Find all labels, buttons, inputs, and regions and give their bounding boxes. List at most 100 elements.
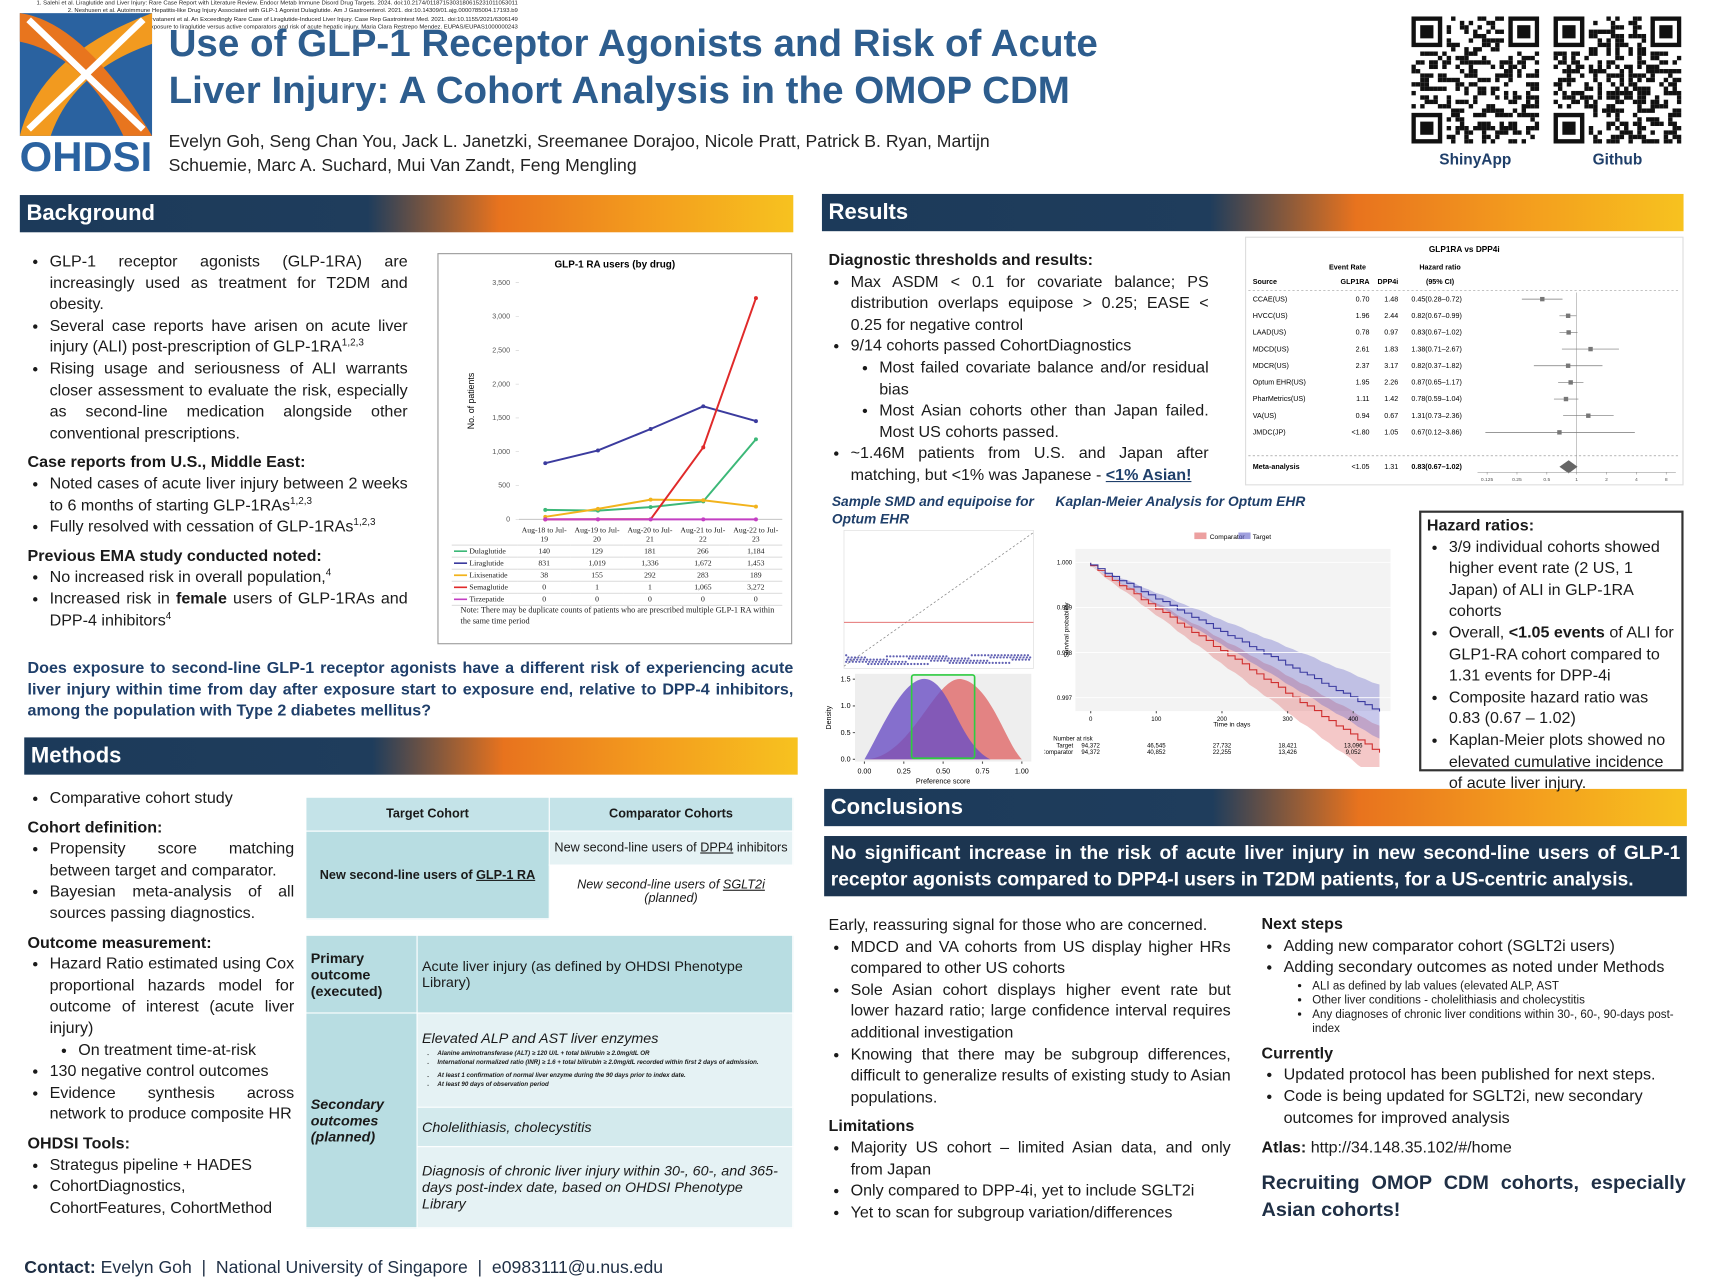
covariate-dot (1024, 658, 1027, 661)
qr-module (1464, 47, 1469, 52)
qr-module (1420, 95, 1425, 100)
forest-text: 2.61 (1356, 345, 1370, 353)
qr-module (1495, 95, 1500, 100)
qr-module (1619, 82, 1625, 87)
list-item: Most Asian cohorts other than Japan fail… (879, 401, 1208, 444)
qr-module (1637, 55, 1642, 61)
list-item: Strategus pipeline + HADES (50, 1155, 295, 1176)
data-point (543, 517, 548, 522)
qr-module (1619, 77, 1625, 83)
covariate-dot (868, 660, 871, 663)
covariate-dot (895, 655, 898, 658)
qr-module (1571, 51, 1576, 56)
text-b: <1.05 events (1508, 624, 1605, 643)
qr-module (1676, 69, 1682, 74)
text-sup: 1,2,3 (289, 494, 313, 506)
qr-module (1424, 95, 1430, 100)
qr-module (1459, 121, 1465, 127)
covariate-dot (899, 655, 902, 658)
qr-module (1610, 73, 1616, 78)
qr-module (1610, 134, 1616, 140)
qr-module (1534, 82, 1540, 87)
covariate-dot (972, 659, 976, 662)
covariate-dot (998, 661, 1001, 664)
covariate-dot (1016, 654, 1020, 657)
list-item: Comparative cohort study (50, 789, 295, 810)
forest-text: 1.31(0.73–2.36) (1411, 412, 1461, 420)
qr-module (1619, 99, 1625, 105)
covariate-dot (896, 662, 900, 666)
qr-module (1588, 51, 1594, 56)
qr-module (1442, 104, 1447, 109)
qr-module (1473, 126, 1478, 131)
covariate-dot (1002, 656, 1005, 659)
legend-entry: Lixisenatide (469, 570, 508, 580)
covariate-dot (863, 656, 867, 659)
covariate-dot (954, 657, 957, 660)
title-box: Use of GLP-1 Receptor Agonists and Risk … (169, 20, 1106, 114)
covariate-dot (964, 657, 967, 660)
qr-label: ShinyApp (1439, 150, 1512, 168)
list-item: Yet to scan for subgroup variation/diffe… (851, 1203, 1231, 1224)
qr-module (1530, 86, 1535, 91)
covariate-dot (1001, 661, 1004, 664)
qr-module (1424, 73, 1430, 78)
qr-module (1468, 20, 1474, 26)
covariate-dot (999, 656, 1002, 659)
qr-module (1663, 130, 1669, 135)
qr-module (1566, 82, 1572, 87)
qr-finder (1562, 121, 1576, 135)
covariate-dot (1014, 658, 1017, 661)
qr-module (1420, 82, 1425, 87)
qr-module (1672, 60, 1677, 65)
qr-module (1588, 86, 1594, 91)
cohort-row: New second-line users of SGLT2i (planned… (306, 864, 794, 920)
covariate-dot (975, 661, 978, 664)
qr-module (1615, 117, 1620, 122)
qr-module (1593, 104, 1598, 109)
text: Noted cases of acute liver injury betwee… (49, 475, 408, 515)
y-tick-label: 1.000 (1057, 561, 1073, 567)
subheading: Next steps (1261, 916, 1343, 934)
qr-module (1650, 99, 1655, 105)
forest-text: Optum EHR(US) (1253, 379, 1306, 387)
series-name-cell: Tirzepatide (451, 593, 518, 606)
plot-title: Sample SMD and equipoise for Optum EHR (831, 494, 1034, 528)
qr-module (1659, 51, 1664, 56)
row-label: Primary outcome (executed) (305, 934, 418, 1014)
y-axis-label: No. of patients (466, 372, 476, 429)
qr-module (1606, 38, 1611, 43)
qr-module (1477, 86, 1482, 91)
qr-finder (1553, 16, 1585, 48)
qr-module (1477, 25, 1482, 30)
covariate-dot (960, 657, 963, 660)
reference: 4. Association between exposure to lirag… (85, 23, 518, 31)
qr-module (1650, 64, 1655, 70)
qr-module (1534, 60, 1540, 65)
qr-module (1525, 130, 1531, 135)
covariate-dot (996, 656, 999, 659)
forest-text: 1.96 (1356, 312, 1370, 320)
qr-finder (1411, 112, 1443, 144)
qr-module (1654, 104, 1660, 109)
qr-module (1588, 69, 1594, 74)
qr-module (1499, 121, 1504, 127)
y-tick-label: 500 (498, 482, 510, 490)
qr-module (1593, 51, 1598, 56)
list-item: Overall, <1.05 events of ALI for GLP1-RA… (1449, 623, 1676, 687)
covariate-dot (875, 658, 879, 661)
qr-module (1628, 90, 1633, 96)
qr-module (1619, 134, 1625, 140)
qr-module (1597, 86, 1603, 91)
qr-module (1468, 104, 1474, 109)
qr-module (1512, 126, 1518, 131)
hazard-ratio-box: Hazard ratios: 3/9 individual cohorts sho… (1419, 510, 1684, 792)
qr-module (1495, 112, 1500, 118)
qr-module (1477, 90, 1482, 96)
qr-module (1481, 55, 1487, 61)
qr-code (1411, 16, 1540, 144)
category-label: Aug-18 to Jul-19 (517, 524, 571, 546)
qr-module (1615, 139, 1620, 144)
covariate-dot (983, 654, 987, 657)
